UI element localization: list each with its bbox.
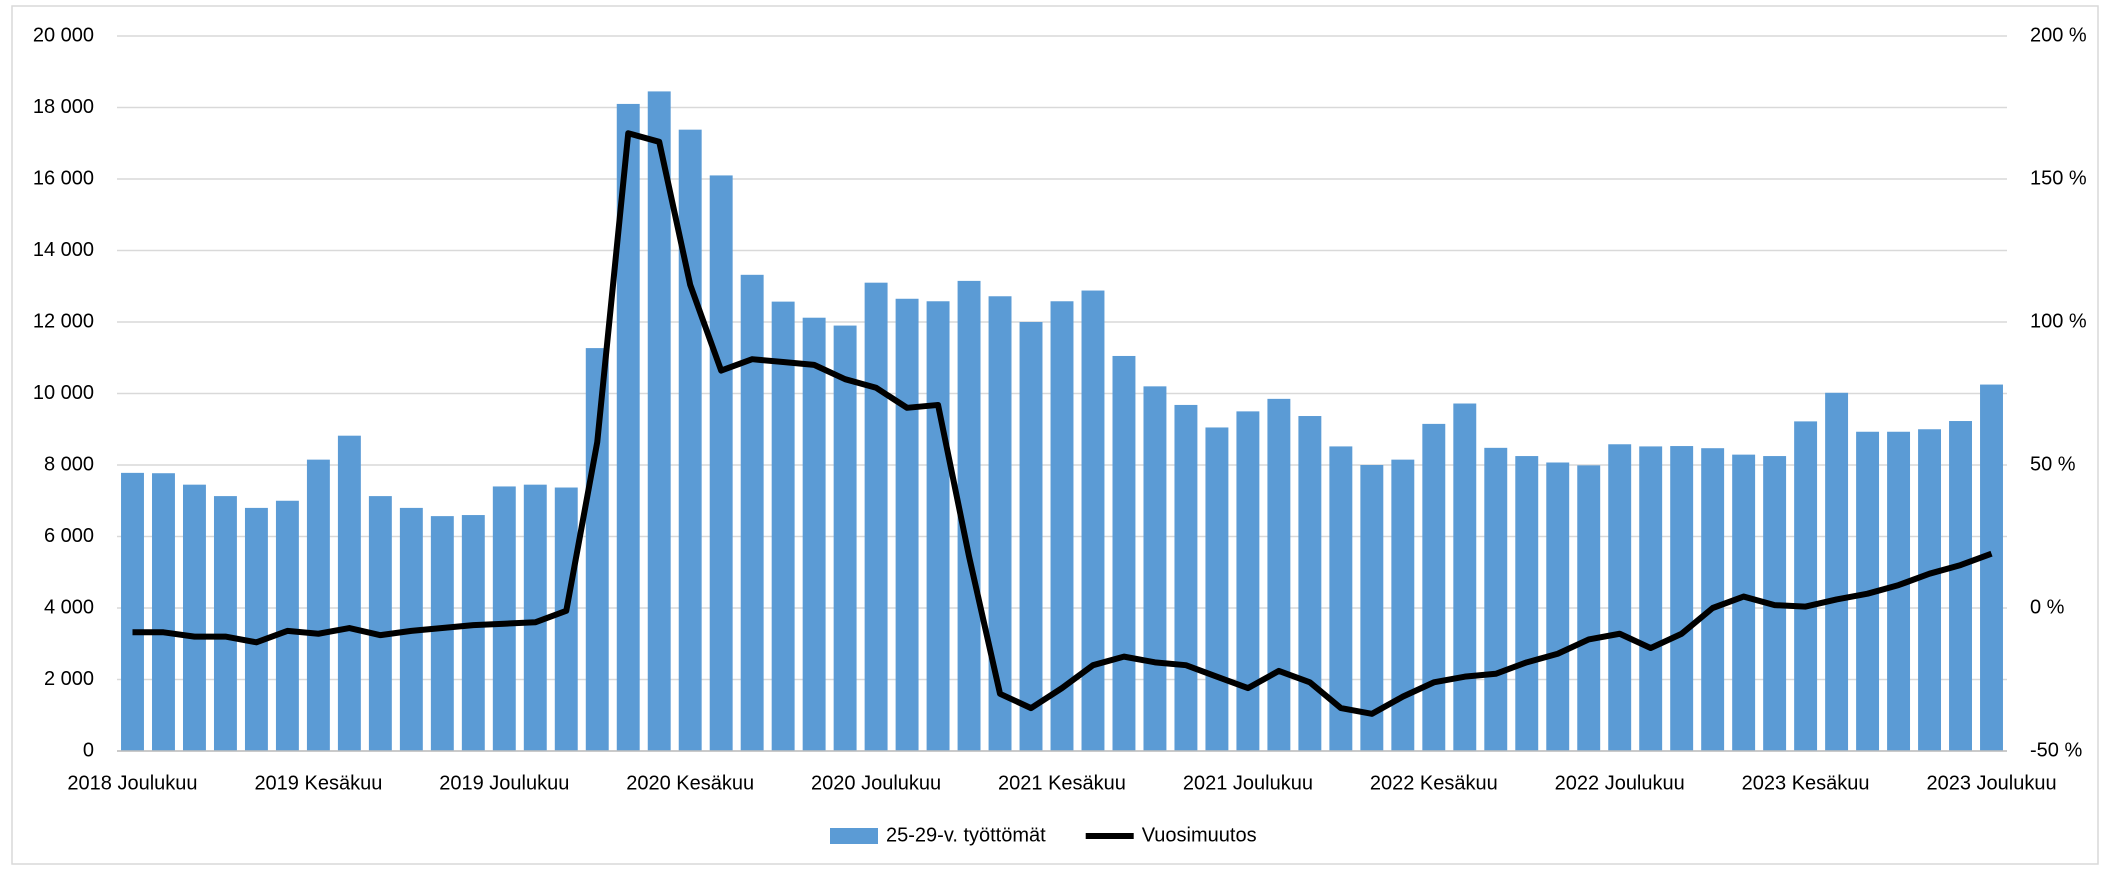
bar (1112, 355, 1136, 751)
bar (864, 282, 888, 751)
legend-label: 25-29-v. työttömät (886, 824, 1046, 846)
bar (1267, 398, 1291, 751)
x-tick-label: 2022 Joulukuu (1555, 772, 1685, 794)
bar (492, 486, 516, 751)
bar (1825, 392, 1849, 751)
bar (461, 515, 485, 751)
bar (244, 507, 268, 751)
bar (1980, 384, 2003, 751)
bar (1639, 446, 1663, 751)
bar (1949, 421, 1972, 751)
bar (368, 496, 392, 751)
legend-swatch (830, 828, 878, 844)
bar (121, 472, 144, 751)
bar (213, 496, 237, 751)
bar (926, 301, 950, 751)
y-tick-label: 2 000 (44, 668, 94, 690)
y-tick-label: 18 000 (33, 96, 94, 118)
x-tick-label: 2019 Joulukuu (439, 772, 569, 794)
y-tick-label: 20 000 (33, 24, 94, 46)
x-tick-label: 2021 Joulukuu (1183, 772, 1313, 794)
bar (1019, 322, 1043, 751)
bar (1422, 423, 1446, 751)
bar (152, 473, 175, 751)
bar (1081, 290, 1105, 751)
bar (1174, 404, 1198, 751)
x-tick-label: 2022 Kesäkuu (1370, 772, 1498, 794)
bar (1546, 462, 1570, 751)
bar (957, 280, 981, 751)
y2-tick-label: 150 % (2030, 167, 2087, 189)
bar (647, 91, 671, 752)
y-tick-label: 12 000 (33, 310, 94, 332)
bar (1205, 427, 1229, 751)
bar (1484, 447, 1508, 751)
y-tick-label: 14 000 (33, 239, 94, 261)
bar (678, 129, 702, 752)
y2-tick-label: -50 % (2030, 739, 2082, 761)
legend-label: Vuosimuutos (1142, 824, 1257, 846)
bar (1701, 448, 1725, 751)
bar (895, 298, 919, 751)
bar (1050, 301, 1074, 751)
y-tick-label: 6 000 (44, 525, 94, 547)
bar (430, 516, 454, 751)
bar (1577, 465, 1601, 751)
x-tick-label: 2021 Kesäkuu (998, 772, 1126, 794)
y-tick-label: 16 000 (33, 167, 94, 189)
bar (585, 348, 609, 751)
x-tick-label: 2020 Kesäkuu (626, 772, 754, 794)
bar (275, 500, 299, 751)
y-tick-label: 4 000 (44, 596, 94, 618)
bar (709, 175, 733, 752)
bar (771, 301, 795, 751)
y-tick-label: 10 000 (33, 382, 94, 404)
bar (306, 459, 330, 751)
x-tick-label: 2023 Kesäkuu (1742, 772, 1870, 794)
bar (1794, 421, 1818, 751)
line (132, 130, 1993, 717)
bar (1391, 459, 1415, 751)
bar (182, 484, 206, 751)
x-tick-label: 2019 Kesäkuu (254, 772, 382, 794)
bar (802, 317, 826, 751)
bar (1887, 431, 1911, 751)
bar (1918, 429, 1942, 751)
y2-tick-label: 100 % (2030, 310, 2087, 332)
bar (1608, 444, 1632, 751)
bar (1236, 411, 1260, 751)
bar (833, 325, 857, 751)
y-tick-label: 8 000 (44, 453, 94, 475)
bar (616, 103, 640, 752)
bar (1515, 456, 1539, 751)
bar (523, 484, 547, 751)
bar (1360, 465, 1384, 751)
y2-tick-label: 200 % (2030, 24, 2087, 46)
bar (337, 435, 361, 751)
x-tick-label: 2018 Joulukuu (67, 772, 197, 794)
x-tick-label: 2023 Joulukuu (1926, 772, 2056, 794)
bar (1453, 403, 1477, 751)
bar (740, 274, 764, 751)
bar (1329, 446, 1353, 751)
bar (1143, 386, 1167, 751)
y2-tick-label: 50 % (2030, 453, 2076, 475)
bar (1670, 446, 1694, 751)
y-tick-label: 0 (83, 739, 94, 761)
bar (554, 487, 578, 751)
bar (1732, 454, 1756, 751)
bar (988, 296, 1012, 751)
x-tick-label: 2020 Joulukuu (811, 772, 941, 794)
y2-tick-label: 0 % (2030, 596, 2065, 618)
bar (1298, 416, 1322, 751)
